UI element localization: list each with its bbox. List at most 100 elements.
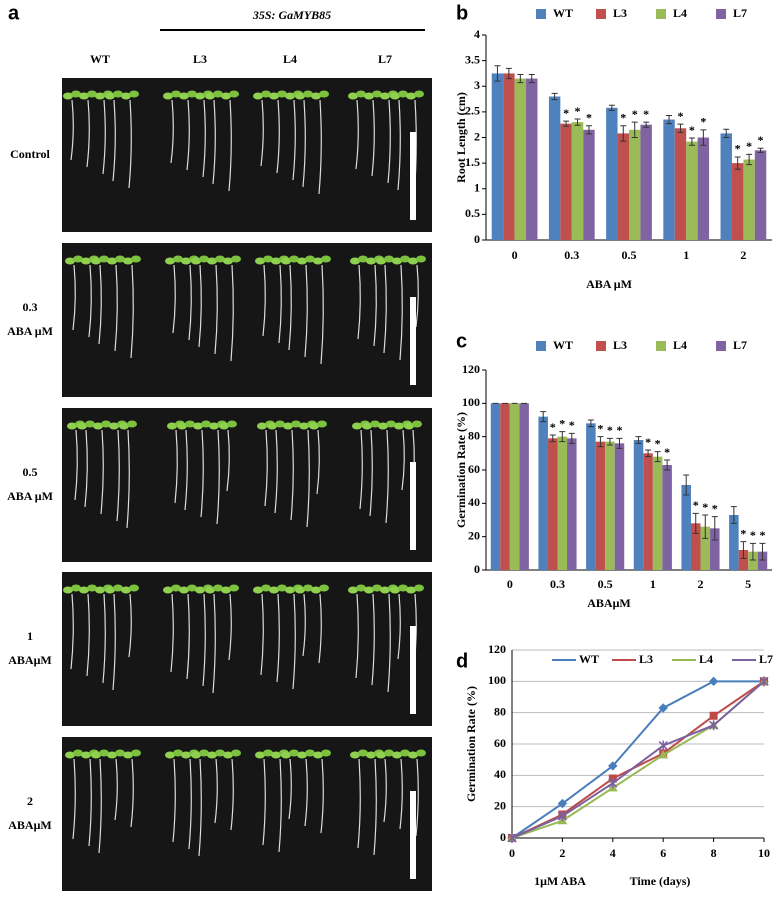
y-tick-label: 60: [494, 736, 506, 750]
significance-mark: *: [563, 106, 569, 120]
legend-label: L7: [733, 6, 747, 20]
seedling-leaf: [95, 92, 105, 100]
seedling-root: [230, 264, 234, 362]
seedling-root: [126, 429, 130, 529]
error-bar: [563, 120, 570, 127]
seedling-root: [278, 264, 282, 344]
error-bar: [692, 512, 699, 534]
bar: [731, 163, 744, 240]
error-bar: [711, 516, 718, 541]
seedling-leaf: [297, 257, 307, 265]
significance-mark: *: [597, 421, 603, 435]
y-axis-label: Root Length (cm): [454, 92, 468, 183]
seedling-root: [198, 264, 202, 348]
seedling-root: [383, 264, 387, 354]
seedling-leaf: [372, 584, 382, 592]
seedling-root: [114, 264, 118, 352]
panel-label: b: [456, 2, 468, 24]
seedling-leaf: [376, 751, 386, 759]
seedling-leaf: [380, 586, 390, 594]
seedling-leaf: [191, 751, 201, 759]
seedling-root: [198, 758, 202, 857]
x-tick-label: 1: [650, 577, 656, 591]
seedling-leaf: [275, 420, 285, 428]
seedling-leaf: [400, 749, 410, 757]
seedling-root: [357, 264, 361, 340]
significance-mark: *: [586, 110, 592, 124]
seedling-root: [186, 593, 190, 680]
y-tick-label: 0: [500, 830, 506, 844]
error-bar: [666, 114, 673, 125]
error-bar: [734, 156, 741, 170]
line: [511, 680, 765, 839]
seedling-leaf: [227, 420, 237, 428]
bar: [617, 133, 629, 240]
seedling-root: [415, 758, 419, 837]
significance-mark: *: [689, 123, 695, 137]
seedling-leaf: [313, 751, 323, 759]
seedling-leaf: [376, 257, 386, 265]
seedling-leaf: [229, 584, 239, 592]
seedling-root: [214, 758, 218, 824]
seedling-leaf: [394, 422, 404, 430]
scale-bar: [410, 462, 416, 550]
seedling-root: [86, 99, 90, 168]
significance-mark: *: [677, 109, 683, 123]
seedling-leaf: [91, 257, 101, 265]
seedling-leaf: [115, 749, 125, 757]
marker: [658, 749, 669, 759]
significance-mark: *: [655, 436, 661, 450]
error-bar: [740, 541, 747, 559]
seedling-root: [262, 758, 266, 846]
seedling-leaf: [215, 255, 225, 263]
seedling-leaf: [207, 751, 217, 759]
seedling-leaf: [416, 255, 426, 263]
y-tick-label: 0.5: [465, 206, 480, 220]
y-tick-label: 100: [462, 395, 480, 409]
error-bar: [746, 153, 753, 166]
seedling-leaf: [163, 586, 173, 594]
seedling-root: [172, 758, 176, 843]
bar: [663, 119, 675, 240]
row-label: ABAμM: [8, 818, 51, 832]
bar: [548, 96, 561, 240]
significance-mark: *: [607, 423, 613, 437]
seedling-leaf: [305, 749, 315, 757]
seedling-leaf: [105, 92, 115, 100]
y-tick-label: 40: [468, 495, 480, 509]
seedling-leaf: [123, 257, 133, 265]
bar: [491, 73, 504, 240]
seedling-leaf: [398, 90, 408, 98]
x-tick-label: 6: [660, 846, 666, 860]
seedling-root: [114, 758, 118, 821]
seedling-leaf: [223, 257, 233, 265]
bar: [633, 440, 644, 570]
seedling-root: [128, 593, 132, 658]
x-tick-label: 5: [745, 577, 751, 591]
seedling-photo: [62, 572, 432, 726]
bar: [748, 551, 758, 570]
seedling-leaf: [231, 749, 241, 757]
error-bar: [585, 125, 592, 135]
bar: [662, 465, 672, 570]
legend-swatch: [716, 9, 726, 19]
seedling-leaf: [384, 749, 394, 757]
seedling-root: [186, 99, 190, 171]
seedling-leaf: [253, 586, 263, 594]
seedling-leaf: [63, 92, 73, 100]
seedling-root: [212, 593, 216, 694]
seedling-leaf: [295, 92, 305, 100]
y-tick-label: 80: [468, 428, 480, 442]
seedling-leaf: [215, 749, 225, 757]
bar: [560, 123, 572, 240]
seedling-root: [216, 429, 220, 525]
marker: [608, 778, 618, 789]
bar: [754, 150, 767, 240]
seedling-leaf: [177, 422, 187, 430]
error-bar: [730, 506, 737, 524]
seedling-root: [170, 99, 174, 164]
seedling-root: [371, 593, 375, 686]
seedling-leaf: [348, 586, 358, 594]
y-tick-label: 2: [474, 129, 480, 143]
